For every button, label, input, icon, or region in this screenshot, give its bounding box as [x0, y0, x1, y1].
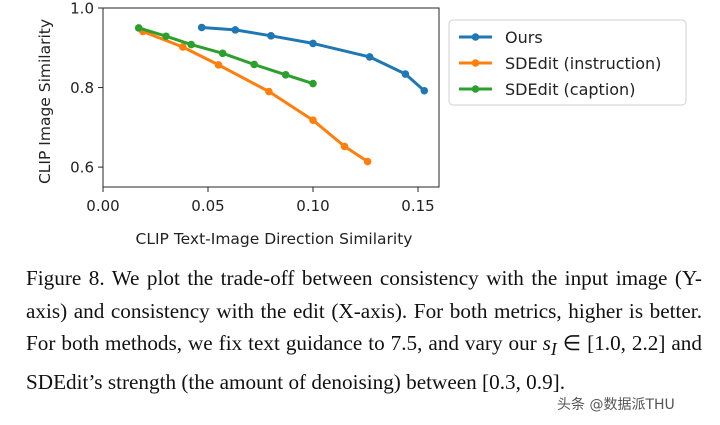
caption-range: [1.0, 2.2] — [587, 331, 666, 355]
series-2 — [134, 24, 317, 88]
chart: 0.00 0.05 0.10 0.15 0.6 0.8 1.0 CLIP Text-Ima… — [36, 0, 687, 248]
y-tick-label: 1.0 — [70, 0, 94, 18]
data-point — [401, 70, 410, 78]
legend: Ours SDEdit (instruction) SDEdit (caption) — [448, 19, 687, 106]
figure-caption: Figure 8. We plot the trade-off between … — [26, 262, 702, 398]
data-point — [250, 60, 258, 69]
plot-series — [134, 23, 429, 166]
plot-area-frame — [102, 7, 440, 188]
data-point — [309, 39, 317, 48]
y-axis-title: CLIP Image Similarity — [36, 19, 54, 184]
legend-label: SDEdit (caption) — [505, 80, 635, 99]
data-point — [265, 87, 273, 96]
data-point — [309, 79, 317, 88]
data-point — [218, 49, 227, 58]
x-tick-label: 0.15 — [401, 197, 434, 215]
x-axis: 0.00 0.05 0.10 0.15 — [86, 187, 435, 215]
x-tick-label: 0.00 — [86, 197, 119, 215]
axes-frame — [102, 7, 440, 188]
data-point — [420, 86, 429, 95]
data-point — [134, 24, 143, 32]
legend-marker — [471, 85, 480, 93]
data-point — [187, 40, 195, 49]
caption-symbol: sI — [542, 331, 557, 360]
caption-range2: [0.3, 0.9] — [482, 369, 560, 394]
data-point — [309, 116, 317, 124]
y-axis: 0.6 0.8 1.0 — [70, 0, 103, 177]
data-point — [340, 142, 349, 151]
data-point — [365, 53, 374, 61]
legend-label: SDEdit (instruction) — [505, 54, 661, 73]
series-0 — [197, 23, 429, 95]
data-point — [214, 61, 223, 69]
x-tick-label: 0.05 — [191, 197, 224, 215]
series-line — [141, 30, 370, 163]
x-axis-title: CLIP Text-Image Direction Similarity — [136, 230, 413, 248]
legend-marker — [471, 59, 480, 67]
legend-box — [448, 19, 687, 106]
data-point — [267, 32, 275, 40]
y-tick-label: 0.6 — [70, 159, 94, 177]
data-point — [197, 23, 206, 32]
data-point — [231, 26, 240, 34]
caption-end: . — [559, 369, 566, 394]
caption-middle: and SDEdit’s strength (the amount of den… — [26, 331, 702, 394]
watermark: 头条 @数据派THU — [557, 397, 675, 413]
data-point — [363, 157, 372, 166]
data-point — [179, 43, 187, 51]
caption-element-of: ∈ — [562, 331, 582, 355]
data-point — [281, 71, 290, 79]
legend-label: Ours — [505, 28, 543, 47]
x-tick-label: 0.10 — [296, 197, 329, 215]
caption-intro: Figure 8. We plot the trade-off between … — [26, 266, 702, 355]
legend-marker — [471, 33, 480, 41]
y-tick-label: 0.8 — [70, 79, 94, 97]
data-point — [162, 32, 170, 41]
